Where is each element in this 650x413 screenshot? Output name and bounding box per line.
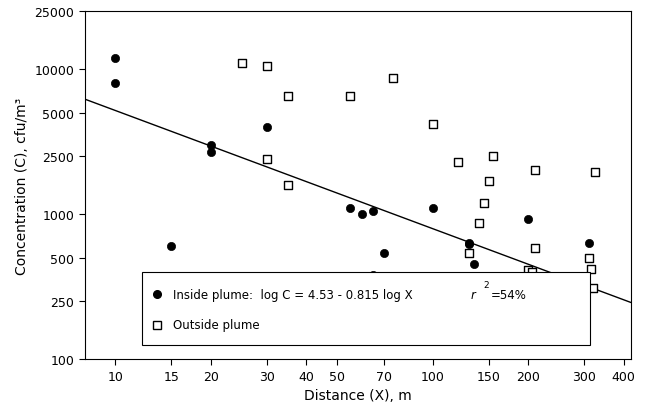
Point — [388, 277, 398, 284]
Y-axis label: Concentration (C), cfu/m³: Concentration (C), cfu/m³ — [15, 97, 29, 274]
Point — [345, 94, 356, 100]
Point — [588, 285, 598, 292]
Bar — [142, 273, 590, 345]
Point — [396, 277, 407, 284]
Point — [526, 269, 537, 275]
Point — [388, 76, 398, 82]
Text: Inside plume:  log C = 4.53 - 0.815 log X: Inside plume: log C = 4.53 - 0.815 log X — [174, 288, 413, 301]
Point — [345, 205, 356, 212]
Text: r: r — [471, 288, 476, 301]
Point — [110, 81, 120, 87]
Point — [584, 255, 594, 261]
Point — [378, 250, 389, 256]
Point — [484, 178, 494, 185]
Point — [469, 261, 479, 268]
Point — [584, 240, 594, 247]
Point — [283, 94, 293, 100]
Point — [357, 211, 367, 218]
Point — [428, 121, 438, 128]
Point — [261, 124, 272, 131]
Point — [205, 149, 216, 156]
Point — [205, 142, 216, 149]
Point — [523, 267, 534, 274]
Point — [530, 168, 540, 174]
Point — [237, 61, 247, 67]
Point — [452, 159, 463, 166]
Point — [530, 246, 540, 252]
Point — [474, 220, 484, 227]
Point — [586, 266, 596, 273]
X-axis label: Distance (X), m: Distance (X), m — [304, 388, 411, 402]
Point — [261, 64, 272, 70]
Point — [463, 241, 474, 248]
Point — [368, 272, 378, 279]
Text: Outside plume: Outside plume — [174, 318, 260, 332]
Point — [110, 55, 120, 62]
Point — [368, 208, 378, 215]
Point — [283, 182, 293, 188]
Point — [261, 157, 272, 163]
Point — [590, 169, 601, 176]
Point — [523, 216, 534, 223]
Point — [488, 154, 499, 160]
Point — [428, 205, 438, 212]
Text: =54%: =54% — [491, 288, 526, 301]
Point — [463, 240, 474, 247]
Point — [463, 250, 474, 256]
Point — [166, 243, 176, 250]
Point — [478, 200, 489, 206]
Text: 2: 2 — [483, 280, 489, 289]
